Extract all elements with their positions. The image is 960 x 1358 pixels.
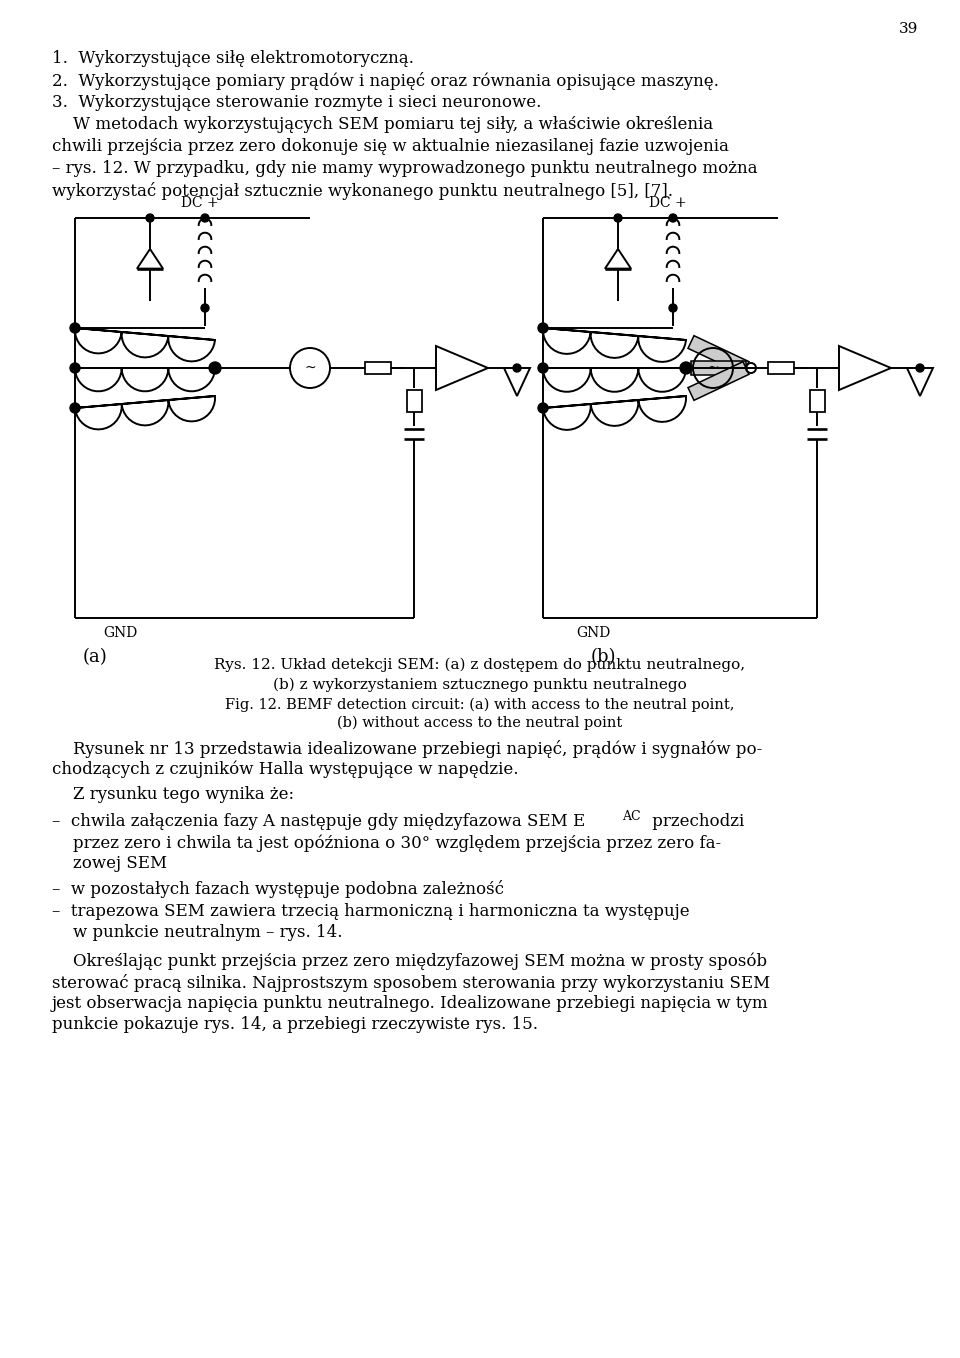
Text: –  trapezowa SEM zawiera trzecią harmoniczną i harmoniczna ta występuje: – trapezowa SEM zawiera trzecią harmonic… — [52, 903, 689, 919]
Text: ~: ~ — [304, 361, 316, 375]
Circle shape — [916, 364, 924, 372]
Text: wykorzystać potencjał sztucznie wykonanego punktu neutralnego [5], [7].: wykorzystać potencjał sztucznie wykonane… — [52, 182, 673, 200]
Circle shape — [513, 364, 521, 372]
Text: –  w pozostałych fazach występuje podobna zależność: – w pozostałych fazach występuje podobna… — [52, 880, 504, 898]
Text: 2.  Wykorzystujące pomiary prądów i napięć oraz równania opisujące maszynę.: 2. Wykorzystujące pomiary prądów i napię… — [52, 72, 719, 90]
Circle shape — [201, 304, 209, 312]
Text: Rysunek nr 13 przedstawia idealizowane przebiegi napięć, prądów i sygnałów po-: Rysunek nr 13 przedstawia idealizowane p… — [52, 740, 762, 758]
Text: DC +: DC + — [649, 196, 686, 210]
Text: punkcie pokazuje rys. 14, a przebiegi rzeczywiste rys. 15.: punkcie pokazuje rys. 14, a przebiegi rz… — [52, 1016, 538, 1033]
Text: GND: GND — [576, 626, 611, 640]
Text: (b): (b) — [590, 648, 615, 665]
Circle shape — [680, 363, 692, 373]
Text: ~: ~ — [708, 361, 719, 375]
Bar — [365, 363, 391, 373]
Circle shape — [146, 215, 154, 221]
Text: –  chwila załączenia fazy A następuje gdy międzyfazowa SEM E: – chwila załączenia fazy A następuje gdy… — [52, 813, 586, 830]
Text: W metodach wykorzystujących SEM pomiaru tej siły, a właściwie określenia: W metodach wykorzystujących SEM pomiaru … — [52, 115, 713, 133]
Text: DC +: DC + — [181, 196, 219, 210]
Bar — [768, 363, 794, 373]
Circle shape — [70, 403, 80, 413]
Bar — [406, 390, 421, 411]
Circle shape — [209, 363, 221, 373]
Circle shape — [70, 363, 80, 373]
Text: chwili przejścia przez zero dokonuje się w aktualnie niezasilanej fazie uzwojeni: chwili przejścia przez zero dokonuje się… — [52, 139, 729, 155]
Text: jest obserwacja napięcia punktu neutralnego. Idealizowane przebiegi napięcia w t: jest obserwacja napięcia punktu neutraln… — [52, 995, 769, 1012]
Circle shape — [669, 215, 677, 221]
Text: (b) z wykorzystaniem sztucznego punktu neutralnego: (b) z wykorzystaniem sztucznego punktu n… — [274, 678, 686, 693]
Circle shape — [614, 215, 622, 221]
Text: Fig. 12. BEMF detection circuit: (a) with access to the neutral point,: Fig. 12. BEMF detection circuit: (a) wit… — [226, 698, 734, 713]
Polygon shape — [688, 335, 749, 375]
Circle shape — [538, 323, 548, 333]
Polygon shape — [688, 361, 749, 401]
Circle shape — [669, 304, 677, 312]
Text: GND: GND — [103, 626, 137, 640]
Polygon shape — [691, 361, 746, 375]
Text: Rys. 12. Układ detekcji SEM: (a) z dostępem do punktu neutralnego,: Rys. 12. Układ detekcji SEM: (a) z dostę… — [214, 659, 746, 672]
Text: (a): (a) — [83, 648, 108, 665]
Text: – rys. 12. W przypadku, gdy nie mamy wyprowadzonego punktu neutralnego można: – rys. 12. W przypadku, gdy nie mamy wyp… — [52, 160, 757, 177]
Circle shape — [538, 363, 548, 373]
Text: Określając punkt przejścia przez zero międzyfazowej SEM można w prosty sposób: Określając punkt przejścia przez zero mi… — [52, 953, 767, 971]
Text: 3.  Wykorzystujące sterowanie rozmyte i sieci neuronowe.: 3. Wykorzystujące sterowanie rozmyte i s… — [52, 94, 541, 111]
Text: Z rysunku tego wynika że:: Z rysunku tego wynika że: — [52, 786, 294, 803]
Text: w punkcie neutralnym – rys. 14.: w punkcie neutralnym – rys. 14. — [52, 923, 343, 941]
Bar — [809, 390, 825, 411]
Circle shape — [201, 215, 209, 221]
Text: przez zero i chwila ta jest opóźniona o 30° względem przejścia przez zero fa-: przez zero i chwila ta jest opóźniona o … — [52, 834, 721, 851]
Text: AC: AC — [622, 809, 640, 823]
Text: chodzących z czujników Halla występujące w napędzie.: chodzących z czujników Halla występujące… — [52, 760, 518, 778]
Circle shape — [538, 403, 548, 413]
Text: 1.  Wykorzystujące siłę elektromotoryczną.: 1. Wykorzystujące siłę elektromotoryczną… — [52, 50, 414, 67]
Text: sterować pracą silnika. Najprostszym sposobem sterowania przy wykorzystaniu SEM: sterować pracą silnika. Najprostszym spo… — [52, 974, 770, 991]
Text: 39: 39 — [899, 22, 918, 37]
Circle shape — [70, 323, 80, 333]
Text: przechodzi: przechodzi — [647, 813, 744, 830]
Text: zowej SEM: zowej SEM — [52, 856, 167, 872]
Text: (b) without access to the neutral point: (b) without access to the neutral point — [337, 716, 623, 731]
